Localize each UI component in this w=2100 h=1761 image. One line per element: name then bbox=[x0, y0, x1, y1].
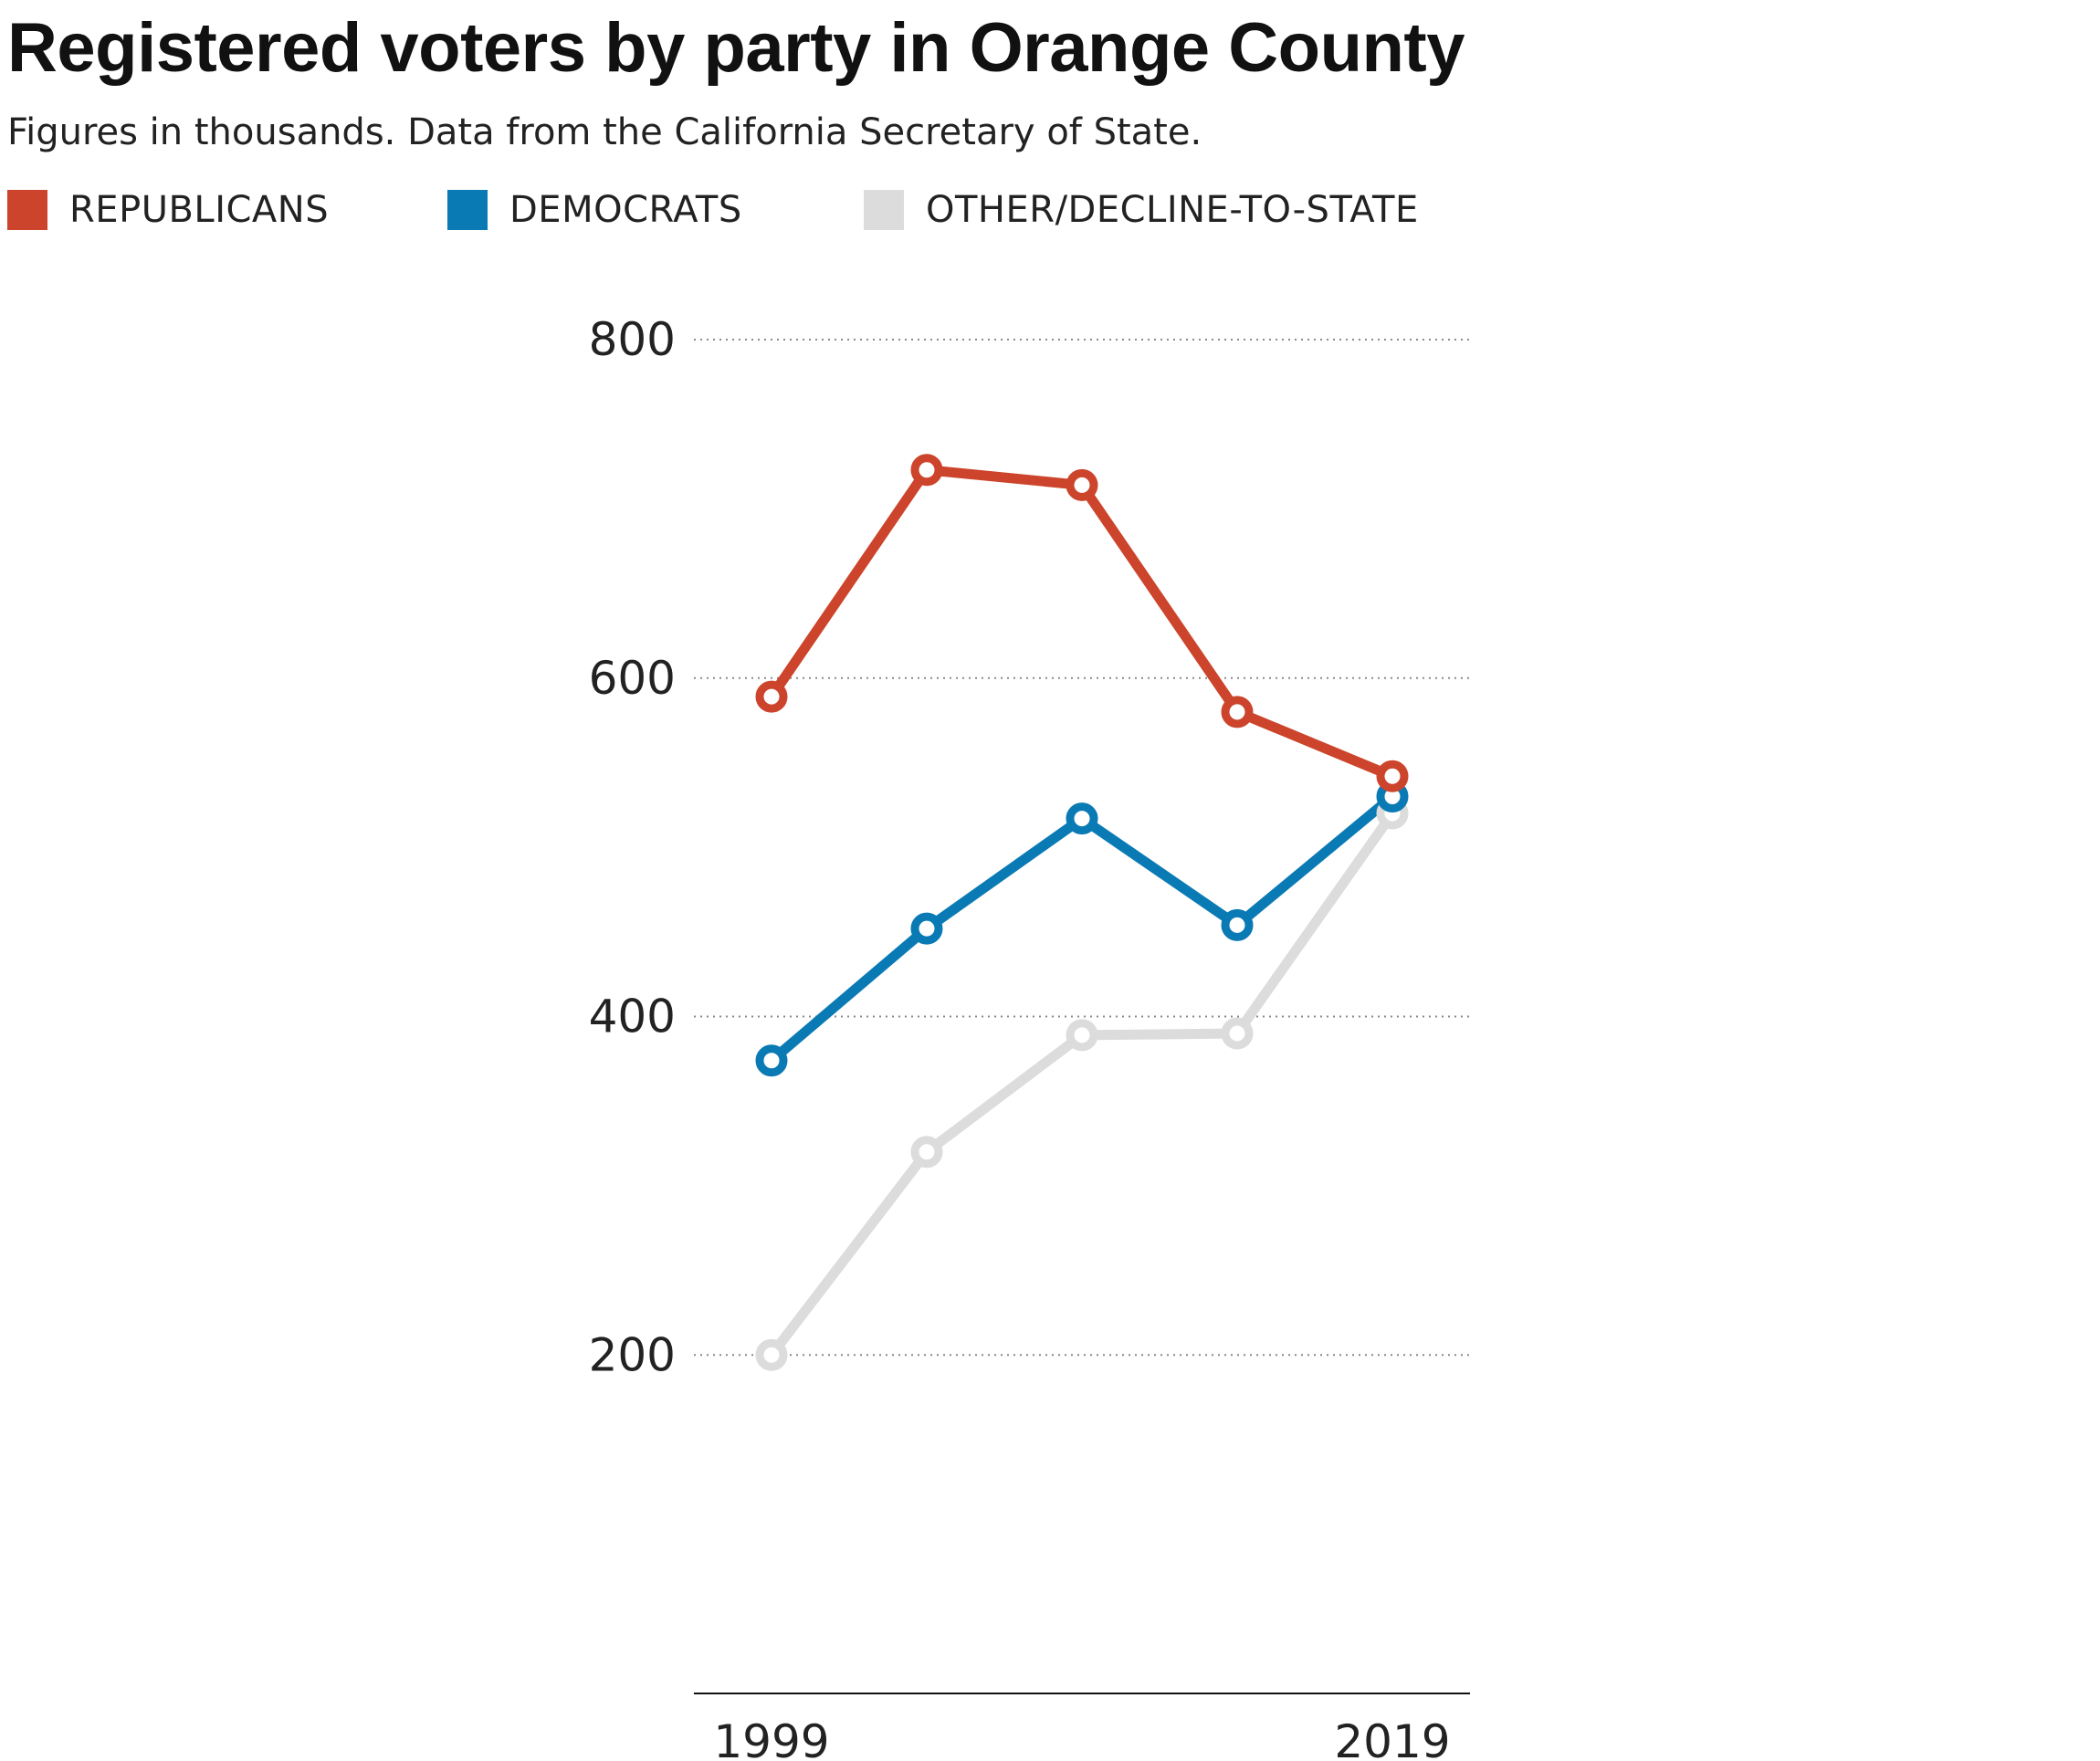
point-other-2009 bbox=[1066, 1019, 1098, 1052]
point-republicans-2019 bbox=[1376, 760, 1409, 792]
legend-label-democrats: DEMOCRATS bbox=[509, 189, 742, 231]
point-other-2014 bbox=[1221, 1017, 1254, 1050]
legend-item-democrats: DEMOCRATS bbox=[447, 187, 742, 233]
legend-label-republicans: REPUBLICANS bbox=[69, 189, 330, 231]
point-republicans-2014 bbox=[1221, 696, 1254, 729]
point-democrats-1999 bbox=[755, 1044, 788, 1077]
point-democrats-2009 bbox=[1066, 802, 1098, 835]
point-other-1999 bbox=[755, 1338, 788, 1371]
point-republicans-2004 bbox=[910, 454, 943, 487]
chart-title: Registered voters by party in Orange Cou… bbox=[7, 9, 1465, 87]
legend-item-republicans: REPUBLICANS bbox=[7, 187, 329, 233]
x-tick-label-start: 1999 bbox=[713, 1715, 829, 1761]
legend-label-other: OTHER/DECLINE-TO-STATE bbox=[926, 189, 1419, 231]
point-other-2004 bbox=[910, 1136, 943, 1169]
legend-swatch-democrats bbox=[447, 190, 488, 230]
legend-swatch-republicans bbox=[7, 190, 47, 230]
point-democrats-2014 bbox=[1221, 908, 1254, 941]
y-tick-label-800: 800 bbox=[589, 313, 676, 366]
y-tick-label-400: 400 bbox=[589, 991, 676, 1043]
point-republicans-1999 bbox=[755, 680, 788, 713]
point-democrats-2004 bbox=[910, 912, 943, 945]
chart-subtitle: Figures in thousands. Data from the Cali… bbox=[7, 111, 1202, 153]
legend-item-other: OTHER/DECLINE-TO-STATE bbox=[864, 187, 1419, 233]
series-line-other bbox=[766, 808, 1398, 1360]
series-line-republicans bbox=[766, 465, 1398, 781]
x-tick-label-end: 2019 bbox=[1334, 1715, 1450, 1761]
y-tick-label-600: 600 bbox=[589, 652, 676, 705]
legend-swatch-other bbox=[864, 190, 904, 230]
point-republicans-2009 bbox=[1066, 468, 1098, 501]
y-tick-label-200: 200 bbox=[589, 1328, 676, 1381]
